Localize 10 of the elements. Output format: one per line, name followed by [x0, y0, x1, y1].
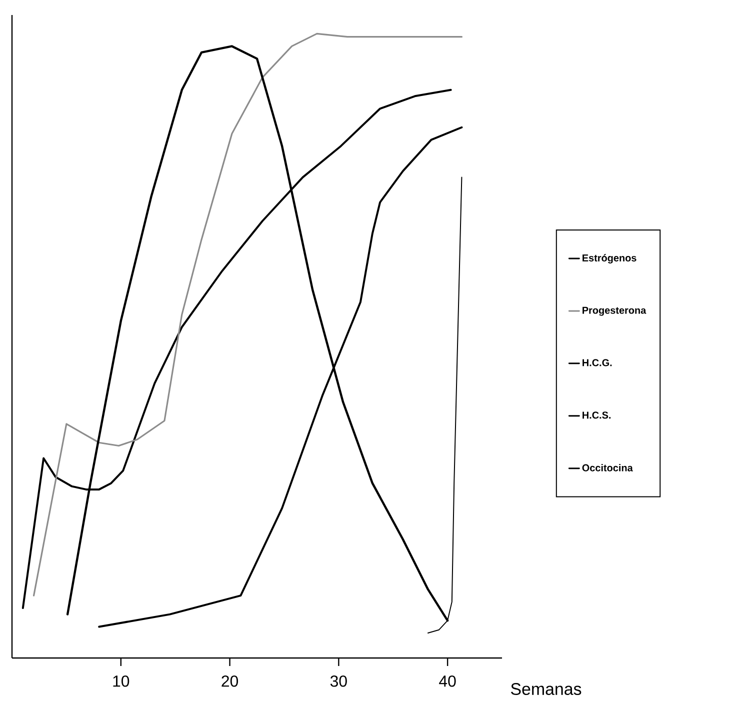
legend-label: H.C.G.: [582, 359, 612, 366]
x-tick-label: 10: [113, 676, 130, 687]
x-tick-label: 20: [222, 676, 238, 687]
x-axis-title: Semanas: [510, 683, 582, 696]
legend-label: Estrógenos: [582, 254, 636, 264]
legend-label: H.C.S.: [582, 412, 611, 419]
x-tick-label: 30: [330, 676, 347, 687]
x-tick-label: 40: [439, 676, 456, 687]
legend-label: Occitocina: [582, 464, 633, 472]
legend-label: Progesterona: [582, 306, 646, 316]
